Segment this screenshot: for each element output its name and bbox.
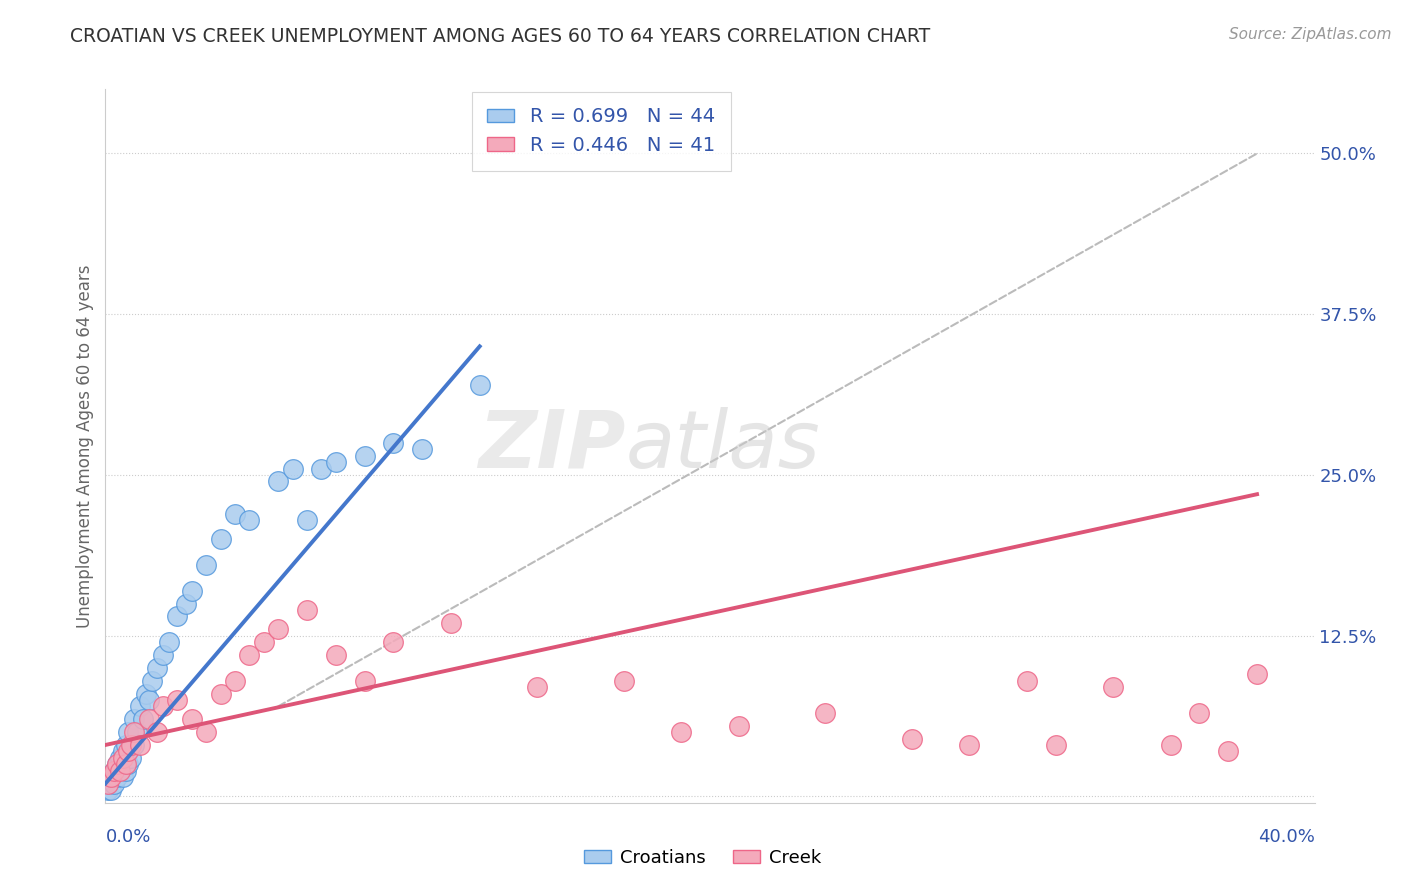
Point: [238, 513, 260, 527]
Point: [174, 597, 197, 611]
Text: 40.0%: 40.0%: [1258, 828, 1315, 846]
Point: [325, 455, 347, 469]
Point: [195, 725, 218, 739]
Point: [100, 770, 122, 784]
Point: [100, 783, 122, 797]
Point: [157, 635, 180, 649]
Point: [138, 712, 160, 726]
Point: [295, 513, 318, 527]
Point: [1188, 706, 1211, 720]
Point: [1045, 738, 1067, 752]
Point: [111, 770, 134, 784]
Point: [108, 751, 131, 765]
Point: [100, 770, 122, 784]
Point: [97, 776, 120, 790]
Point: [108, 764, 131, 778]
Point: [135, 686, 157, 700]
Text: atlas: atlas: [626, 407, 820, 485]
Point: [117, 725, 139, 739]
Point: [224, 673, 246, 688]
Point: [814, 706, 837, 720]
Point: [105, 757, 128, 772]
Point: [122, 712, 145, 726]
Point: [120, 751, 142, 765]
Point: [138, 693, 160, 707]
Point: [180, 583, 202, 598]
Point: [957, 738, 980, 752]
Point: [613, 673, 636, 688]
Point: [209, 533, 232, 547]
Legend: Croatians, Creek: Croatians, Creek: [576, 842, 830, 874]
Text: ZIP: ZIP: [478, 407, 626, 485]
Text: Source: ZipAtlas.com: Source: ZipAtlas.com: [1229, 27, 1392, 42]
Point: [103, 764, 125, 778]
Point: [114, 757, 136, 772]
Point: [468, 378, 491, 392]
Point: [411, 442, 433, 457]
Point: [122, 738, 145, 752]
Point: [1102, 680, 1125, 694]
Point: [166, 609, 188, 624]
Point: [353, 673, 375, 688]
Point: [311, 461, 333, 475]
Point: [267, 622, 290, 636]
Y-axis label: Unemployment Among Ages 60 to 64 years: Unemployment Among Ages 60 to 64 years: [76, 264, 94, 628]
Legend: R = 0.699   N = 44, R = 0.446   N = 41: R = 0.699 N = 44, R = 0.446 N = 41: [471, 92, 731, 170]
Point: [141, 673, 163, 688]
Point: [117, 744, 139, 758]
Point: [129, 738, 152, 752]
Point: [129, 699, 152, 714]
Point: [267, 475, 290, 489]
Point: [325, 648, 347, 662]
Point: [103, 764, 125, 778]
Point: [108, 764, 131, 778]
Point: [209, 686, 232, 700]
Point: [382, 635, 405, 649]
Point: [295, 603, 318, 617]
Point: [353, 449, 375, 463]
Point: [114, 764, 136, 778]
Point: [117, 757, 139, 772]
Point: [238, 648, 260, 662]
Point: [281, 461, 304, 475]
Point: [105, 757, 128, 772]
Point: [127, 725, 149, 739]
Point: [253, 635, 276, 649]
Point: [97, 776, 120, 790]
Point: [1015, 673, 1038, 688]
Point: [1246, 667, 1268, 681]
Point: [1218, 744, 1240, 758]
Point: [727, 719, 749, 733]
Point: [105, 770, 128, 784]
Point: [152, 648, 174, 662]
Point: [111, 751, 134, 765]
Text: 0.0%: 0.0%: [105, 828, 150, 846]
Point: [440, 615, 463, 630]
Point: [132, 712, 155, 726]
Point: [114, 738, 136, 752]
Point: [120, 738, 142, 752]
Point: [195, 558, 218, 572]
Point: [97, 783, 120, 797]
Point: [1160, 738, 1182, 752]
Point: [111, 744, 134, 758]
Point: [224, 507, 246, 521]
Point: [103, 776, 125, 790]
Point: [671, 725, 693, 739]
Point: [526, 680, 548, 694]
Point: [166, 693, 188, 707]
Point: [382, 435, 405, 450]
Point: [146, 661, 169, 675]
Point: [122, 725, 145, 739]
Point: [180, 712, 202, 726]
Point: [146, 725, 169, 739]
Point: [900, 731, 922, 746]
Point: [152, 699, 174, 714]
Text: CROATIAN VS CREEK UNEMPLOYMENT AMONG AGES 60 TO 64 YEARS CORRELATION CHART: CROATIAN VS CREEK UNEMPLOYMENT AMONG AGE…: [70, 27, 931, 45]
